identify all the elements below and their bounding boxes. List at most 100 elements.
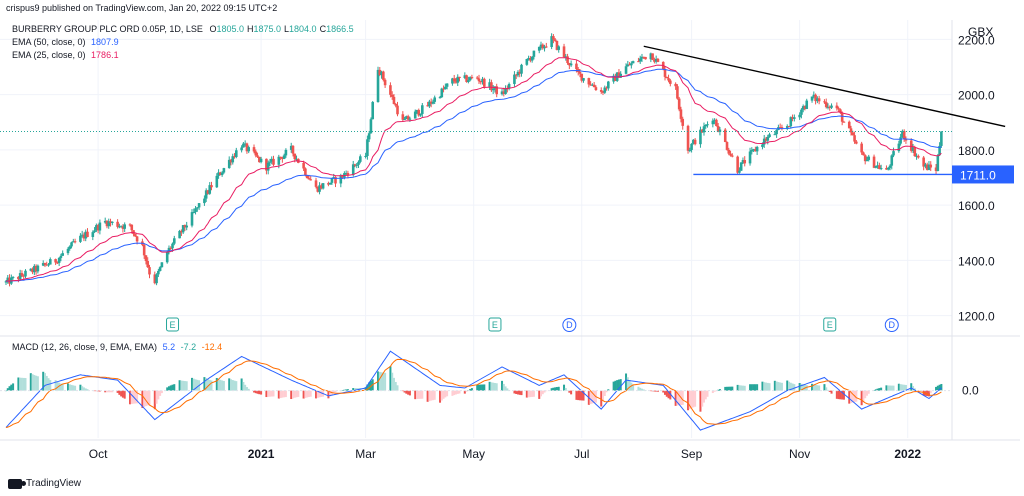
event-markers[interactable]: E E ED D: [166, 317, 899, 332]
macd-histogram-bar: [578, 390, 581, 401]
candle-body: [293, 153, 297, 160]
macd-histogram-bar: [389, 366, 392, 391]
macd-histogram-bar: [346, 389, 349, 391]
candle-body: [525, 59, 529, 65]
candle-body: [135, 236, 139, 242]
candle-body: [181, 225, 185, 233]
candle-body: [936, 155, 940, 171]
candle-body: [344, 172, 348, 174]
candle-body: [45, 264, 49, 266]
macd-histogram-bar: [600, 390, 603, 407]
candle-body: [304, 168, 307, 176]
macd-histogram-bar: [614, 380, 617, 391]
macd-histogram-bar: [22, 377, 25, 391]
macd-histogram-bar: [456, 390, 459, 394]
candle-body: [665, 76, 669, 79]
macd-histogram-bar: [318, 390, 321, 398]
ema25-legend[interactable]: EMA (25, close, 0) 1786.1: [12, 50, 119, 60]
macd-histogram-bar: [867, 390, 870, 394]
candle-body: [938, 145, 941, 156]
ohlc-value-c: 1866.5: [326, 24, 354, 34]
ohlc-values: O1805.0 H1875.0 L1804.0 C1866.5: [209, 24, 356, 34]
macd-line: [5, 350, 942, 431]
macd-signal-value: -7.2: [180, 342, 197, 352]
candle-body: [651, 53, 654, 60]
candle-body: [302, 162, 305, 169]
macd-histogram-bar: [483, 384, 486, 391]
earnings-marker[interactable]: [823, 317, 837, 332]
drawings[interactable]: 1711.0: [643, 45, 1014, 184]
candle-body: [417, 109, 421, 116]
candle-body: [715, 119, 718, 126]
macd-histogram-bar: [192, 378, 195, 391]
candle-body: [103, 220, 107, 223]
macd-histogram-bar: [890, 385, 893, 391]
macd-histogram-bar: [302, 390, 305, 399]
candle-body: [341, 175, 344, 178]
macd-label: MACD (12, 26, close, 9, EMA, EMA): [12, 342, 158, 352]
dividend-marker-label: D: [566, 320, 573, 330]
candle-body: [550, 36, 553, 47]
candle-body: [79, 235, 82, 242]
candle-body: [123, 224, 126, 229]
candle-body: [242, 143, 245, 148]
earnings-marker[interactable]: [166, 317, 180, 332]
macd-histogram-bar: [98, 390, 101, 392]
resistance-trendline[interactable]: [643, 45, 1006, 128]
macd-histogram-bar: [245, 387, 248, 391]
candle-body: [167, 247, 171, 253]
ohlc-key-c: C: [319, 24, 327, 34]
macd-histogram-bar: [568, 390, 571, 393]
macd-histogram-bar: [8, 386, 11, 391]
macd-histogram-bar: [56, 381, 59, 391]
candle-body: [631, 61, 635, 64]
macd-histogram-bar: [504, 386, 507, 391]
candle-body: [389, 85, 392, 95]
macd-histogram-bar: [752, 384, 755, 391]
candle-body: [738, 170, 741, 173]
candle-body: [653, 59, 656, 62]
macd-histogram-bar: [741, 385, 744, 391]
ohlc-key-o: O: [209, 24, 217, 34]
macd-histogram-bar: [541, 390, 544, 395]
macd-histogram-bar: [382, 372, 385, 391]
macd-histogram-bar: [540, 390, 543, 397]
macd-histogram-bar: [277, 390, 280, 399]
macd-histogram-bar: [281, 390, 284, 398]
candle-body: [488, 82, 491, 87]
candle-body: [755, 146, 759, 152]
time-tick-label: Nov: [789, 447, 810, 461]
candle-body: [830, 105, 833, 108]
candle-body: [316, 186, 320, 192]
macd-histogram-bar: [738, 385, 741, 391]
candle-body: [723, 129, 727, 143]
candle-body: [575, 63, 578, 70]
candle-body: [29, 268, 33, 271]
candle-body: [268, 161, 272, 163]
grid-lines: [0, 20, 952, 438]
macd-histogram-bar: [616, 380, 619, 391]
candle-body: [382, 71, 385, 80]
candle-body: [256, 155, 259, 157]
earnings-marker[interactable]: [488, 317, 502, 332]
macd-histogram-bar: [545, 390, 548, 392]
dividend-marker[interactable]: [562, 318, 577, 332]
candle-body: [371, 102, 375, 120]
earnings-marker-label: E: [170, 320, 176, 330]
ema50-legend[interactable]: EMA (50, close, 0) 1807.9: [12, 37, 119, 47]
candle-body: [603, 87, 607, 93]
macd-histogram-bar: [713, 390, 716, 392]
dividend-marker[interactable]: [884, 318, 899, 332]
macd-histogram-bar: [415, 390, 418, 400]
candle-body: [663, 69, 667, 77]
candle-body: [80, 234, 84, 236]
macd-legend[interactable]: MACD (12, 26, close, 9, EMA, EMA) 5.2 -7…: [12, 342, 222, 352]
macd-histogram-bar: [446, 390, 449, 397]
macd-histogram-bar: [105, 390, 108, 393]
tradingview-logo[interactable]: TradingView: [8, 478, 81, 489]
macd-histogram-bar: [764, 382, 767, 391]
candle-body: [128, 224, 132, 226]
candle-body: [716, 125, 720, 132]
macd-histogram-value: -12.4: [201, 342, 223, 352]
